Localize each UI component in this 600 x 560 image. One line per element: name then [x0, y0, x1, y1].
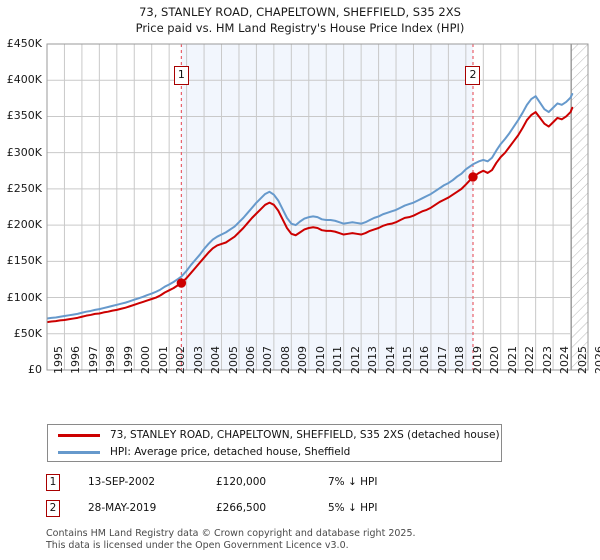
- x-axis-tick-label: 2010: [313, 346, 327, 374]
- sale-index-badge[interactable]: 2: [46, 500, 60, 517]
- x-axis-tick-label: 2024: [558, 346, 572, 374]
- footer-attribution: Contains HM Land Registry data © Crown c…: [46, 528, 586, 551]
- x-axis-tick-label: 2007: [261, 346, 275, 374]
- x-axis-tick-label: 2018: [453, 346, 467, 374]
- x-axis-tick-label: 2022: [523, 346, 537, 374]
- sale-point-2: [468, 172, 478, 182]
- hatched-future-span: [570, 43, 589, 371]
- sale-hpi-delta: 7% ↓ HPI: [328, 476, 378, 488]
- shaded-ownership-span: [181, 44, 473, 370]
- sale-marker-lines: [180, 44, 474, 370]
- x-axis-tick-label: 1999: [121, 346, 135, 374]
- sale-price: £120,000: [216, 476, 267, 488]
- y-axis-tick-label: £250K: [6, 181, 42, 195]
- price-chart: £0 £50K £100K £150K £200K £250K £300K £350K £400…: [0, 37, 600, 376]
- title-line-2: Price paid vs. HM Land Registry's House …: [135, 21, 465, 35]
- x-axis-tick-label: 1995: [52, 346, 65, 374]
- x-axis-tick-label: 1996: [69, 346, 83, 374]
- sale-index-badge[interactable]: 1: [46, 474, 60, 491]
- x-axis-tick-label: 2014: [383, 346, 397, 374]
- x-axis-tick-label: 2026: [593, 346, 600, 374]
- series-lines: [47, 92, 574, 324]
- y-axis-tick-label: £0: [28, 363, 42, 376]
- x-axis-tick-label: 2025: [575, 346, 589, 374]
- x-axis-tick-label: 2016: [418, 346, 432, 374]
- x-axis-tick-label: 2021: [505, 346, 519, 374]
- sale-row: 1 13-SEP-2002 £120,000 7% ↓ HPI: [0, 474, 600, 496]
- x-axis-tick-label: 2013: [366, 346, 380, 374]
- x-axis-tick-label: 2011: [331, 346, 345, 374]
- legend-label: HPI: Average price, detached house, Shef…: [110, 446, 351, 458]
- future-hatch-rect: [571, 44, 588, 370]
- x-axis-tick-label: 2003: [191, 346, 205, 374]
- y-axis-tick-label: £150K: [6, 254, 42, 268]
- footer-line-2: This data is licensed under the Open Gov…: [46, 539, 349, 551]
- x-axis-tick-label: 2009: [296, 346, 310, 374]
- x-axis-tick-label: 2008: [278, 346, 292, 374]
- x-axis-tick-label: 2001: [156, 346, 170, 374]
- x-axis-tick-label: 1998: [104, 346, 118, 374]
- chart-svg: [46, 43, 589, 371]
- sale-marker-box-2[interactable]: 2: [465, 66, 481, 85]
- x-axis-tick-label: 2019: [470, 346, 484, 374]
- y-axis-tick-label: £400K: [6, 73, 42, 87]
- sale-hpi-delta: 5% ↓ HPI: [328, 502, 378, 514]
- x-axis-tick-label: 2004: [209, 346, 223, 374]
- x-axis-tick-label: 2023: [540, 346, 554, 374]
- sale-date: 28-MAY-2019: [88, 502, 157, 514]
- y-axis-tick-label: £300K: [6, 145, 42, 159]
- footer-line-1: Contains HM Land Registry data © Crown c…: [46, 528, 416, 539]
- y-axis-tick-label: £50K: [13, 326, 42, 340]
- page-title: 73, STANLEY ROAD, CHAPELTOWN, SHEFFIELD,…: [0, 4, 600, 36]
- legend-color-swatch: [58, 434, 100, 437]
- title-line-1: 73, STANLEY ROAD, CHAPELTOWN, SHEFFIELD,…: [139, 5, 461, 19]
- legend-color-swatch: [58, 451, 100, 454]
- sale-date: 13-SEP-2002: [88, 476, 156, 488]
- sale-price: £266,500: [216, 502, 267, 514]
- legend-label: 73, STANLEY ROAD, CHAPELTOWN, SHEFFIELD,…: [110, 429, 500, 441]
- y-axis-tick-label: £350K: [6, 109, 42, 123]
- y-axis-tick-label: £450K: [6, 37, 42, 50]
- x-axis-tick-label: 2005: [226, 346, 240, 374]
- y-axis-tick-label: £200K: [6, 218, 42, 232]
- sale-row: 2 28-MAY-2019 £266,500 5% ↓ HPI: [0, 500, 600, 522]
- x-axis-tick-label: 2000: [139, 346, 153, 374]
- sale-marker-box-1[interactable]: 1: [173, 66, 189, 85]
- ownership-span-rect: [181, 44, 473, 370]
- x-axis-tick-label: 2006: [243, 346, 257, 374]
- sale-point-1: [176, 278, 187, 288]
- x-axis-tick-label: 2015: [401, 346, 415, 374]
- legend-item: 73, STANLEY ROAD, CHAPELTOWN, SHEFFIELD,…: [48, 427, 501, 444]
- x-axis-tick-label: 1997: [86, 346, 100, 374]
- x-axis-tick-label: 2020: [488, 346, 502, 374]
- chart-legend: 73, STANLEY ROAD, CHAPELTOWN, SHEFFIELD,…: [47, 424, 502, 462]
- x-axis-tick-label: 2012: [348, 346, 362, 374]
- sale-points: [176, 172, 478, 288]
- y-axis-tick-label: £100K: [6, 290, 42, 304]
- legend-item: HPI: Average price, detached house, Shef…: [48, 444, 501, 461]
- plot-frame: [46, 43, 589, 371]
- series-line-hpi: [47, 92, 574, 320]
- x-axis-tick-label: 2002: [174, 346, 188, 374]
- x-axis-tick-label: 2017: [435, 346, 449, 374]
- series-line-price-paid: [47, 106, 574, 324]
